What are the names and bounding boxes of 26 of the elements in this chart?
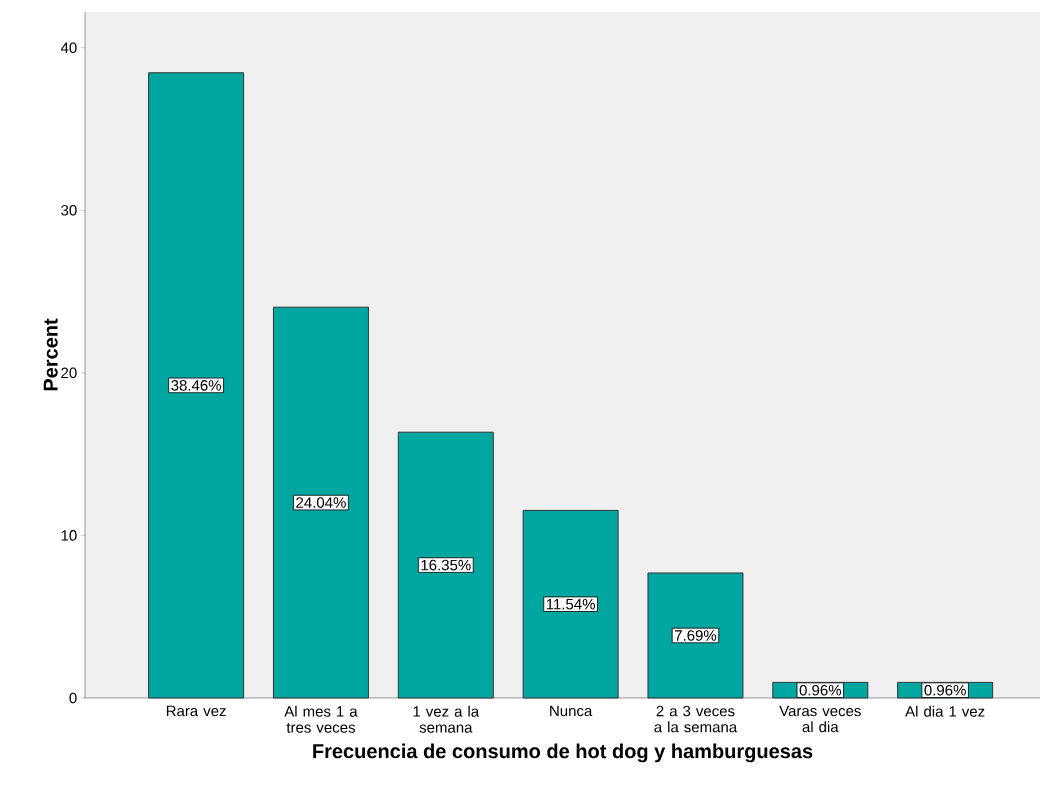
data-label: 0.96% bbox=[924, 684, 966, 696]
y-axis-title: Percent bbox=[43, 318, 58, 391]
bar bbox=[647, 572, 744, 699]
x-tick-label: Al dia 1 vez bbox=[905, 705, 985, 717]
y-tick-label: 20 bbox=[61, 367, 77, 379]
bar bbox=[522, 509, 619, 699]
bar bbox=[272, 306, 369, 699]
x-tick-label: 1 vez a la semana bbox=[413, 705, 480, 733]
data-label: 38.46% bbox=[171, 380, 221, 391]
data-label: 0.96% bbox=[799, 684, 842, 696]
bar bbox=[148, 72, 245, 699]
data-label: 11.54% bbox=[546, 598, 595, 610]
y-tick-label: 0 bbox=[69, 692, 77, 704]
y-tick-label: 30 bbox=[61, 205, 77, 216]
bar bbox=[397, 431, 494, 699]
x-tick-label: 2 a 3 veces a la semana bbox=[654, 705, 738, 733]
x-axis-title: Frecuencia de consumo de hot dog y hamburguesas bbox=[313, 743, 813, 763]
data-label: 16.35% bbox=[421, 559, 471, 571]
x-tick-label: Nunca bbox=[550, 705, 593, 717]
x-tick-label: Rara vez bbox=[166, 705, 226, 717]
data-label: 7.69% bbox=[674, 630, 717, 641]
y-tick-label: 10 bbox=[61, 530, 77, 541]
data-label: 24.04% bbox=[296, 497, 346, 508]
y-tick-label: 40 bbox=[60, 42, 77, 54]
x-tick-label: Varas veces al dia bbox=[779, 705, 861, 733]
x-tick-label: Al mes 1 a tres veces bbox=[284, 705, 358, 733]
